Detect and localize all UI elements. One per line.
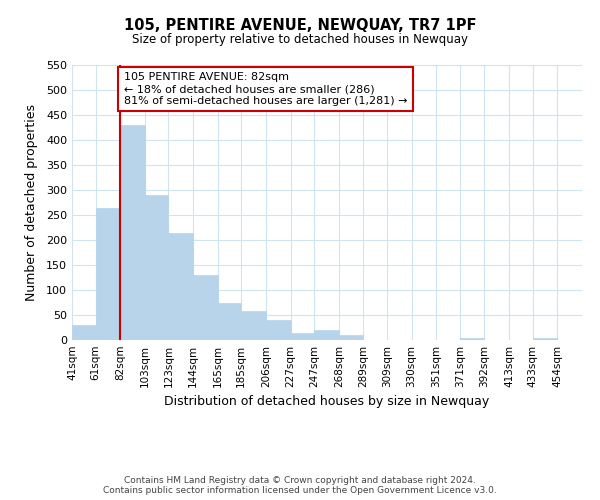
Bar — [218, 302, 241, 340]
Bar — [169, 232, 193, 340]
Bar — [266, 320, 290, 340]
Bar — [95, 208, 120, 340]
Text: Contains public sector information licensed under the Open Government Licence v3: Contains public sector information licen… — [103, 486, 497, 495]
Bar — [339, 335, 364, 340]
Bar — [72, 325, 95, 340]
Text: 105, PENTIRE AVENUE, NEWQUAY, TR7 1PF: 105, PENTIRE AVENUE, NEWQUAY, TR7 1PF — [124, 18, 476, 32]
Text: Size of property relative to detached houses in Newquay: Size of property relative to detached ho… — [132, 32, 468, 46]
Bar — [193, 275, 218, 340]
Bar — [120, 125, 145, 340]
Text: 105 PENTIRE AVENUE: 82sqm
← 18% of detached houses are smaller (286)
81% of semi: 105 PENTIRE AVENUE: 82sqm ← 18% of detac… — [124, 72, 407, 106]
Bar — [241, 311, 266, 340]
Y-axis label: Number of detached properties: Number of detached properties — [25, 104, 38, 301]
Bar — [145, 195, 169, 340]
X-axis label: Distribution of detached houses by size in Newquay: Distribution of detached houses by size … — [164, 396, 490, 408]
Bar — [533, 338, 557, 340]
Bar — [460, 338, 484, 340]
Bar — [290, 332, 314, 340]
Text: Contains HM Land Registry data © Crown copyright and database right 2024.: Contains HM Land Registry data © Crown c… — [124, 476, 476, 485]
Bar — [314, 330, 339, 340]
